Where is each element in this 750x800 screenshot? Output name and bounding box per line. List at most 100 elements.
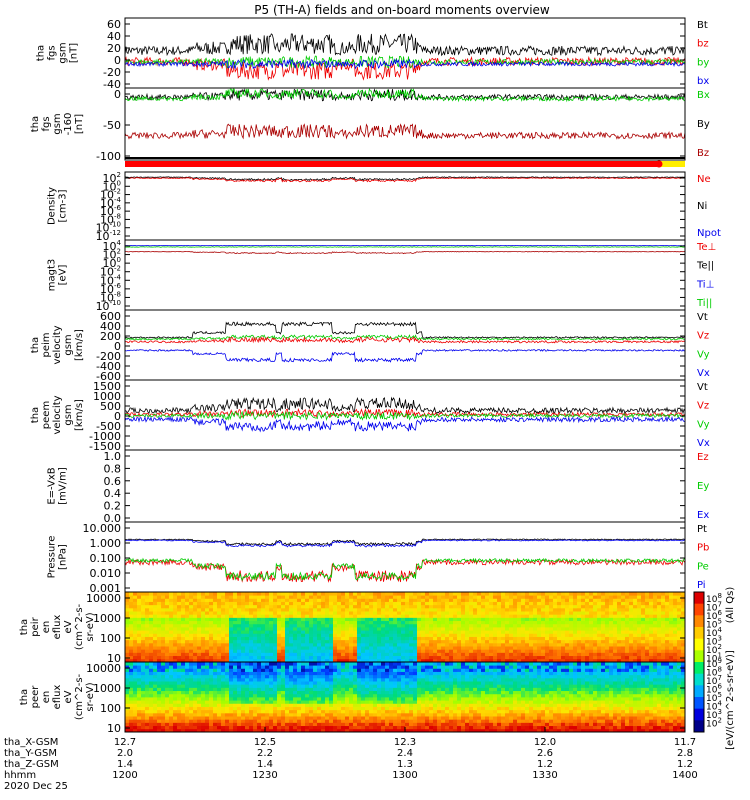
spectrogram-cell: [373, 620, 378, 625]
spectrogram-cell: [137, 639, 142, 644]
spectrogram-cell: [585, 642, 590, 647]
spectrogram-cell: [569, 614, 574, 618]
spectrogram-cell: [609, 617, 614, 622]
spectrogram-cell: [421, 674, 426, 679]
spectrogram-cell: [601, 607, 606, 612]
spectrogram-cell: [169, 627, 174, 631]
spectrogram-cell: [297, 728, 302, 733]
spectrogram-cell: [217, 607, 222, 612]
spectrogram-cell: [401, 604, 406, 609]
y-tick-label: 60: [107, 18, 121, 31]
spectrogram-cell: [145, 598, 150, 602]
spectrogram-cell: [149, 592, 154, 596]
spectrogram-cell: [465, 627, 470, 631]
spectrogram-cell: [673, 646, 678, 650]
spectrogram-cell: [401, 677, 406, 682]
spectrogram-cell: [201, 601, 206, 606]
spectrogram-cell: [657, 617, 662, 622]
spectrogram-cell: [521, 658, 526, 663]
spectrogram-cell: [161, 601, 166, 606]
spectrogram-cell: [301, 630, 306, 634]
spectrogram-cell: [645, 658, 650, 663]
spectrogram-cell: [609, 633, 614, 637]
spectrogram-cell: [161, 681, 166, 685]
spectrogram-cell: [321, 722, 326, 727]
spectrogram-cell: [517, 592, 522, 596]
spectrogram-cell: [649, 598, 654, 602]
spectrogram-cell: [197, 703, 202, 707]
spectrogram-cell: [217, 627, 222, 631]
spectrogram-cell: [673, 595, 678, 599]
spectrogram-cell: [637, 639, 642, 644]
spectrogram-cell: [385, 665, 390, 669]
spectrogram-cell: [481, 595, 486, 599]
spectrogram-cell: [153, 623, 158, 628]
spectrogram-cell: [309, 639, 314, 644]
spectrogram-cell: [369, 671, 374, 676]
spectrogram-cell: [473, 652, 478, 657]
spectrogram-cell: [177, 662, 182, 666]
spectrogram-cell: [649, 642, 654, 647]
spectrogram-cell: [381, 639, 386, 644]
spectrogram-cell: [473, 639, 478, 644]
spectrogram-cell: [381, 649, 386, 653]
spectrogram-cell: [329, 630, 334, 634]
spectrogram-cell: [541, 646, 546, 650]
spectrogram-cell: [237, 716, 242, 720]
spectrogram-cell: [185, 636, 190, 641]
spectrogram-cell: [273, 649, 278, 653]
spectrogram-cell: [373, 623, 378, 628]
spectrogram-cell: [645, 623, 650, 628]
spectrogram-cell: [201, 649, 206, 653]
spectrogram-cell: [537, 630, 542, 634]
spectrogram-cell: [229, 623, 234, 628]
spectrogram-cell: [633, 627, 638, 631]
spectrogram-cell: [225, 712, 230, 717]
spectrogram-cell: [149, 709, 154, 714]
spectrogram-cell: [221, 681, 226, 685]
spectrogram-cell: [261, 687, 266, 692]
spectrogram-cell: [217, 728, 222, 733]
spectrogram-cell: [457, 611, 462, 615]
spectrogram-cell: [277, 706, 282, 711]
spectrogram-cell: [265, 601, 270, 606]
spectrogram-cell: [321, 693, 326, 698]
spectrogram-cell: [265, 716, 270, 720]
spectrogram-cell: [165, 604, 170, 609]
spectrogram-cell: [469, 658, 474, 663]
spectrogram-cell: [613, 598, 618, 602]
spectrogram-cell: [429, 623, 434, 628]
spectrogram-cell: [221, 601, 226, 606]
spectrogram-cell: [265, 677, 270, 682]
spectrogram-cell: [197, 725, 202, 730]
spectrogram-cell: [353, 674, 358, 679]
spectrogram-cell: [157, 607, 162, 612]
spectrogram-cell: [621, 658, 626, 663]
spectrogram-cell: [353, 684, 358, 688]
spectrogram-cell: [197, 690, 202, 695]
spectrogram-cell: [409, 604, 414, 609]
spectrogram-cell: [385, 620, 390, 625]
spectrogram-cell: [349, 620, 354, 625]
spectrogram-cell: [241, 677, 246, 682]
spectrogram-cell: [409, 607, 414, 612]
spectrogram-cell: [413, 677, 418, 682]
spectrogram-cell: [481, 614, 486, 618]
spectrogram-cell: [417, 690, 422, 695]
spectrogram-cell: [337, 649, 342, 653]
spectrogram-cell: [489, 652, 494, 657]
spectrogram-cell: [253, 697, 258, 701]
spectrogram-cell: [269, 677, 274, 682]
spectrogram-cell: [173, 598, 178, 602]
spectrogram-cell: [217, 649, 222, 653]
spectrogram-cell: [165, 668, 170, 672]
spectrogram-cell: [301, 697, 306, 701]
spectrogram-cell: [341, 684, 346, 688]
spectrogram-cell: [245, 725, 250, 730]
spectrogram-cell: [321, 697, 326, 701]
spectrogram-cell: [441, 639, 446, 644]
spectrogram-cell: [373, 722, 378, 727]
spectrogram-cell: [665, 642, 670, 647]
spectrogram-cell: [653, 617, 658, 622]
spectrogram-cell: [325, 706, 330, 711]
